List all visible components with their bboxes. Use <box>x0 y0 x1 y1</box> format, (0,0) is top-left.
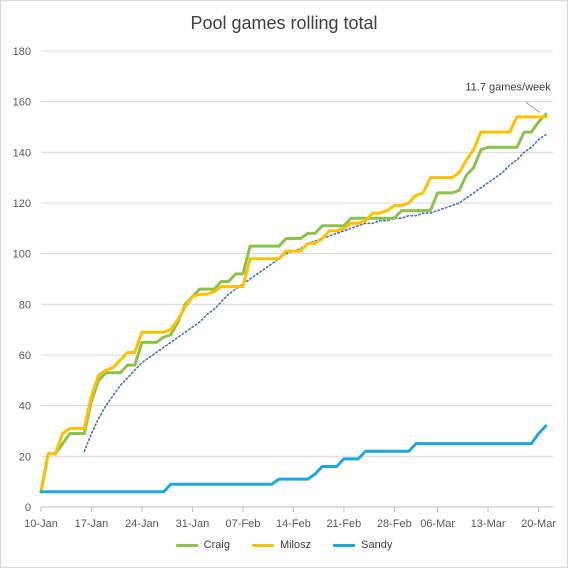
series-line-craig <box>39 112 548 494</box>
y-tick-label: 20 <box>19 451 31 463</box>
legend-swatch <box>333 543 356 547</box>
x-tick-label: 10-Jan <box>24 518 58 530</box>
x-tick-label: 14-Feb <box>276 518 311 530</box>
y-tick-label: 140 <box>13 147 31 159</box>
annotation-text: 11.7 games/week <box>465 81 551 93</box>
legend: Craig Milosz Sandy <box>1 539 567 551</box>
series-line-sandy <box>39 424 548 494</box>
x-tick-label: 17-Jan <box>75 518 109 530</box>
legend-label: Sandy <box>361 539 393 551</box>
x-tick-label: 21-Feb <box>326 518 361 530</box>
legend-label: Craig <box>203 539 230 551</box>
x-axis: 10-Jan 17-Jan 24-Jan 31-Jan 07-Feb 14-Feb 21-F… <box>24 506 556 530</box>
x-tick-label: 06-Mar <box>420 518 455 530</box>
y-tick-label: 120 <box>13 198 31 210</box>
x-tick-label: 31-Jan <box>176 518 210 530</box>
y-tick-label: 60 <box>19 350 31 362</box>
x-tick-label: 28-Feb <box>377 518 412 530</box>
y-tick-label: 40 <box>19 401 31 413</box>
legend-item-craig: Craig <box>175 539 230 551</box>
gridlines <box>41 50 553 508</box>
series-lines <box>39 112 548 494</box>
legend-item-sandy: Sandy <box>333 539 392 551</box>
y-tick-label: 100 <box>13 249 31 261</box>
x-tick-label: 24-Jan <box>125 518 159 530</box>
annotation-leader-line <box>525 101 541 113</box>
y-tick-label: 80 <box>19 299 31 311</box>
series-line-trend <box>83 133 547 453</box>
y-axis: 0 20 40 60 80 100 120 140 160 180 <box>13 46 31 514</box>
x-tick-label: 07-Feb <box>225 518 260 530</box>
y-tick-label: 180 <box>13 46 31 58</box>
legend-swatch <box>251 543 274 547</box>
chart-title: Pool games rolling total <box>190 13 378 33</box>
x-tick-label: 13-Mar <box>471 518 506 530</box>
series-line-milosz <box>39 115 548 494</box>
y-tick-label: 0 <box>25 502 31 514</box>
legend-swatch <box>175 543 198 547</box>
annotation: 11.7 games/week <box>465 81 551 113</box>
x-tick-label: 20-Mar <box>521 518 556 530</box>
legend-item-milosz: Milosz <box>251 539 312 551</box>
legend-label: Milosz <box>279 539 312 551</box>
y-tick-label: 160 <box>13 97 31 109</box>
